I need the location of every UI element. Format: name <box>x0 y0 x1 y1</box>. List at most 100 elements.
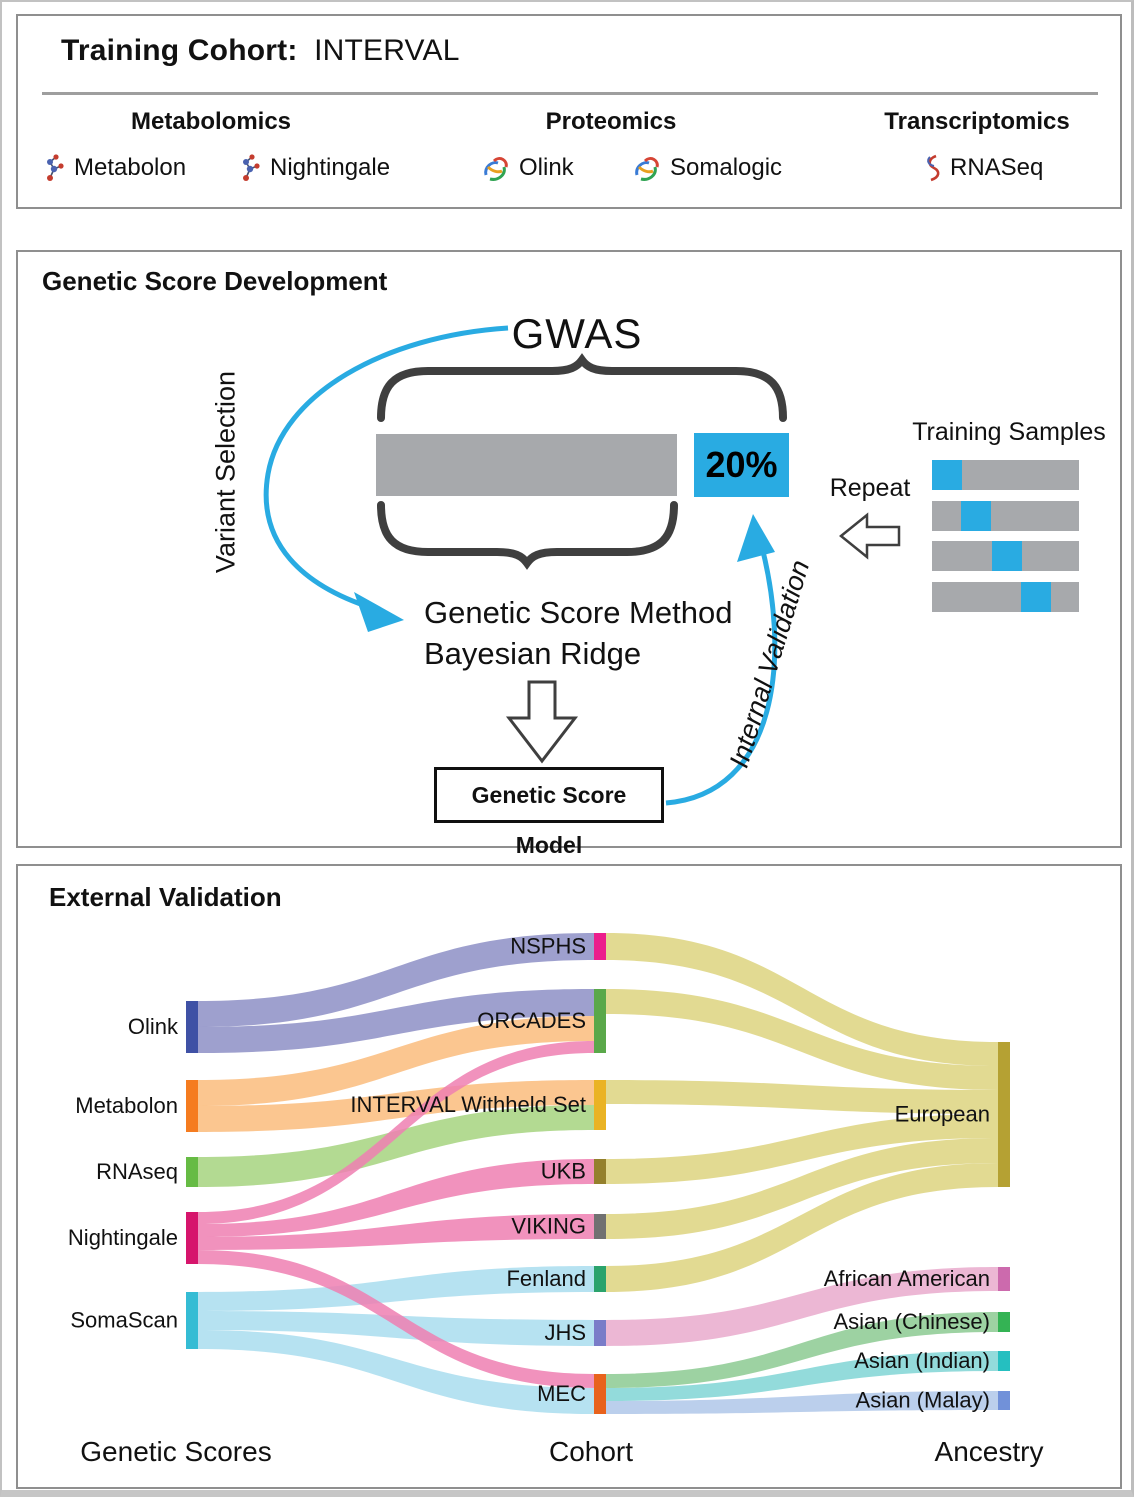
sankey-node <box>186 1001 198 1053</box>
sankey-node-label: Nightingale <box>68 1225 178 1250</box>
development-diagram <box>263 325 1079 806</box>
assay-label: Nightingale <box>270 154 391 181</box>
sankey-link <box>606 1312 998 1388</box>
training-cohort-title-label: Training Cohort: <box>61 34 298 67</box>
assay-item-metabolon: Metabolon <box>44 152 186 184</box>
rna-icon <box>922 152 942 184</box>
training-sample-bar <box>932 582 1079 612</box>
sankey-node-label: SomaScan <box>70 1308 178 1333</box>
assay-label: Metabolon <box>74 154 187 181</box>
assay-label: RNASeq <box>950 154 1044 181</box>
sankey-node-label: MEC <box>537 1381 586 1406</box>
sankey-node-label: European <box>895 1102 990 1127</box>
genetic-score-model-box: Genetic Score Model <box>434 767 664 858</box>
assay-item-rnaseq: RNASeq <box>922 152 1043 184</box>
training-samples-label: Training Samples <box>912 418 1106 446</box>
sankey-link <box>198 1041 594 1224</box>
assay-label: Olink <box>519 154 574 181</box>
repeat-left-arrow-icon <box>839 512 901 560</box>
sankey-node <box>998 1312 1010 1332</box>
sankey-node <box>186 1292 198 1349</box>
sankey-node <box>998 1351 1010 1371</box>
header-divider <box>42 92 1098 95</box>
training-sample-holdout <box>1021 582 1051 612</box>
sankey-node <box>186 1157 198 1187</box>
sankey-node-label: RNAseq <box>96 1159 178 1184</box>
sankey-node-label: Fenland <box>506 1266 586 1291</box>
sankey-node <box>998 1042 1010 1187</box>
sankey-link <box>198 1330 594 1414</box>
sankey-link <box>606 1114 998 1184</box>
sankey-link <box>198 1250 594 1388</box>
training-samples-bars <box>932 460 1079 612</box>
protein-icon <box>481 152 511 184</box>
sankey-node-label: INTERVAL Withheld Set <box>350 1092 586 1117</box>
training-sample-holdout <box>932 460 962 490</box>
variant-selection-arrowhead <box>354 592 404 632</box>
sankey-node <box>594 1266 606 1292</box>
training-cohort-title: Training Cohort: INTERVAL <box>61 34 460 68</box>
assay-item-nightingale: Nightingale <box>240 152 390 184</box>
assay-item-somalogic: Somalogic <box>632 152 782 184</box>
assay-item-olink: Olink <box>481 152 574 184</box>
sankey-node-label: African American <box>824 1266 990 1291</box>
sankey-link <box>198 989 594 1053</box>
axis-label-ancestry: Ancestry <box>934 1436 1044 1467</box>
training-sample-bar <box>932 501 1079 531</box>
sankey-node <box>998 1267 1010 1291</box>
column-header-transcriptomics: Transcriptomics <box>884 108 1070 135</box>
molecule-icon <box>44 152 66 184</box>
sankey-link <box>198 933 594 1027</box>
sankey-node-label: Asian (Indian) <box>854 1348 990 1373</box>
sankey-node-label: NSPHS <box>510 934 586 959</box>
assay-label: Somalogic <box>670 154 783 181</box>
sankey-link <box>606 989 998 1090</box>
protein-icon <box>632 152 662 184</box>
sankey-node <box>186 1212 198 1264</box>
method-line2: Bayesian Ridge <box>424 636 642 671</box>
sankey-link <box>198 1266 594 1311</box>
sankey-node <box>594 1080 606 1130</box>
internal-validation-arrowhead <box>737 514 775 562</box>
sankey-node <box>594 933 606 960</box>
genetic-score-development-panel: Genetic Score Development GWAS 20% Varia… <box>16 250 1122 858</box>
top-brace <box>377 353 787 422</box>
holdout-20pct-box: 20% <box>694 433 789 497</box>
sankey-node-label: Olink <box>128 1014 179 1039</box>
method-line1: Genetic Score Method <box>424 595 733 630</box>
variant-selection-arrow-curve <box>263 325 509 611</box>
axis-label-cohort: Cohort <box>548 1436 634 1467</box>
sankey-node-label: JHS <box>544 1320 586 1345</box>
sankey-node-label: Asian (Malay) <box>856 1388 990 1413</box>
sankey-node <box>594 1320 606 1346</box>
sankey-link <box>198 1159 594 1237</box>
sankey-node <box>998 1391 1010 1410</box>
down-arrow-icon <box>505 680 579 764</box>
gwas-label: GWAS <box>511 310 643 357</box>
sankey-node <box>186 1080 198 1132</box>
sankey-node-label: ORCADES <box>477 1008 586 1033</box>
development-panel-title: Genetic Score Development <box>42 266 388 296</box>
training-cohort-panel: Training Cohort: INTERVAL Metabolomics P… <box>16 14 1122 209</box>
method-text: Genetic Score Method Bayesian Ridge <box>424 592 732 674</box>
sankey-diagram: Olink Metabolon RNAseq Nightingale SomaScan N… <box>68 933 1010 1414</box>
validation-panel-title: External Validation <box>49 882 282 912</box>
sankey-link <box>198 1214 594 1250</box>
axis-label-genetic-scores: Genetic Scores <box>80 1436 272 1467</box>
training-sample-holdout <box>961 501 991 531</box>
sankey-node-label: UKB <box>541 1159 586 1184</box>
sankey-link <box>606 1163 998 1292</box>
training-cohort-title-value: INTERVAL <box>314 34 460 67</box>
column-header-proteomics: Proteomics <box>545 108 677 135</box>
sankey-link <box>606 1391 998 1414</box>
sankey-node-label: Metabolon <box>75 1093 178 1118</box>
sankey-link <box>606 1267 998 1346</box>
sankey-link <box>198 1016 594 1106</box>
repeat-label: Repeat <box>829 474 911 502</box>
sankey-link <box>606 1138 998 1239</box>
sankey-node <box>594 1374 606 1414</box>
bottom-brace <box>377 501 678 570</box>
training-portion-bar <box>376 434 677 496</box>
sankey-node-label: VIKING <box>511 1214 586 1239</box>
